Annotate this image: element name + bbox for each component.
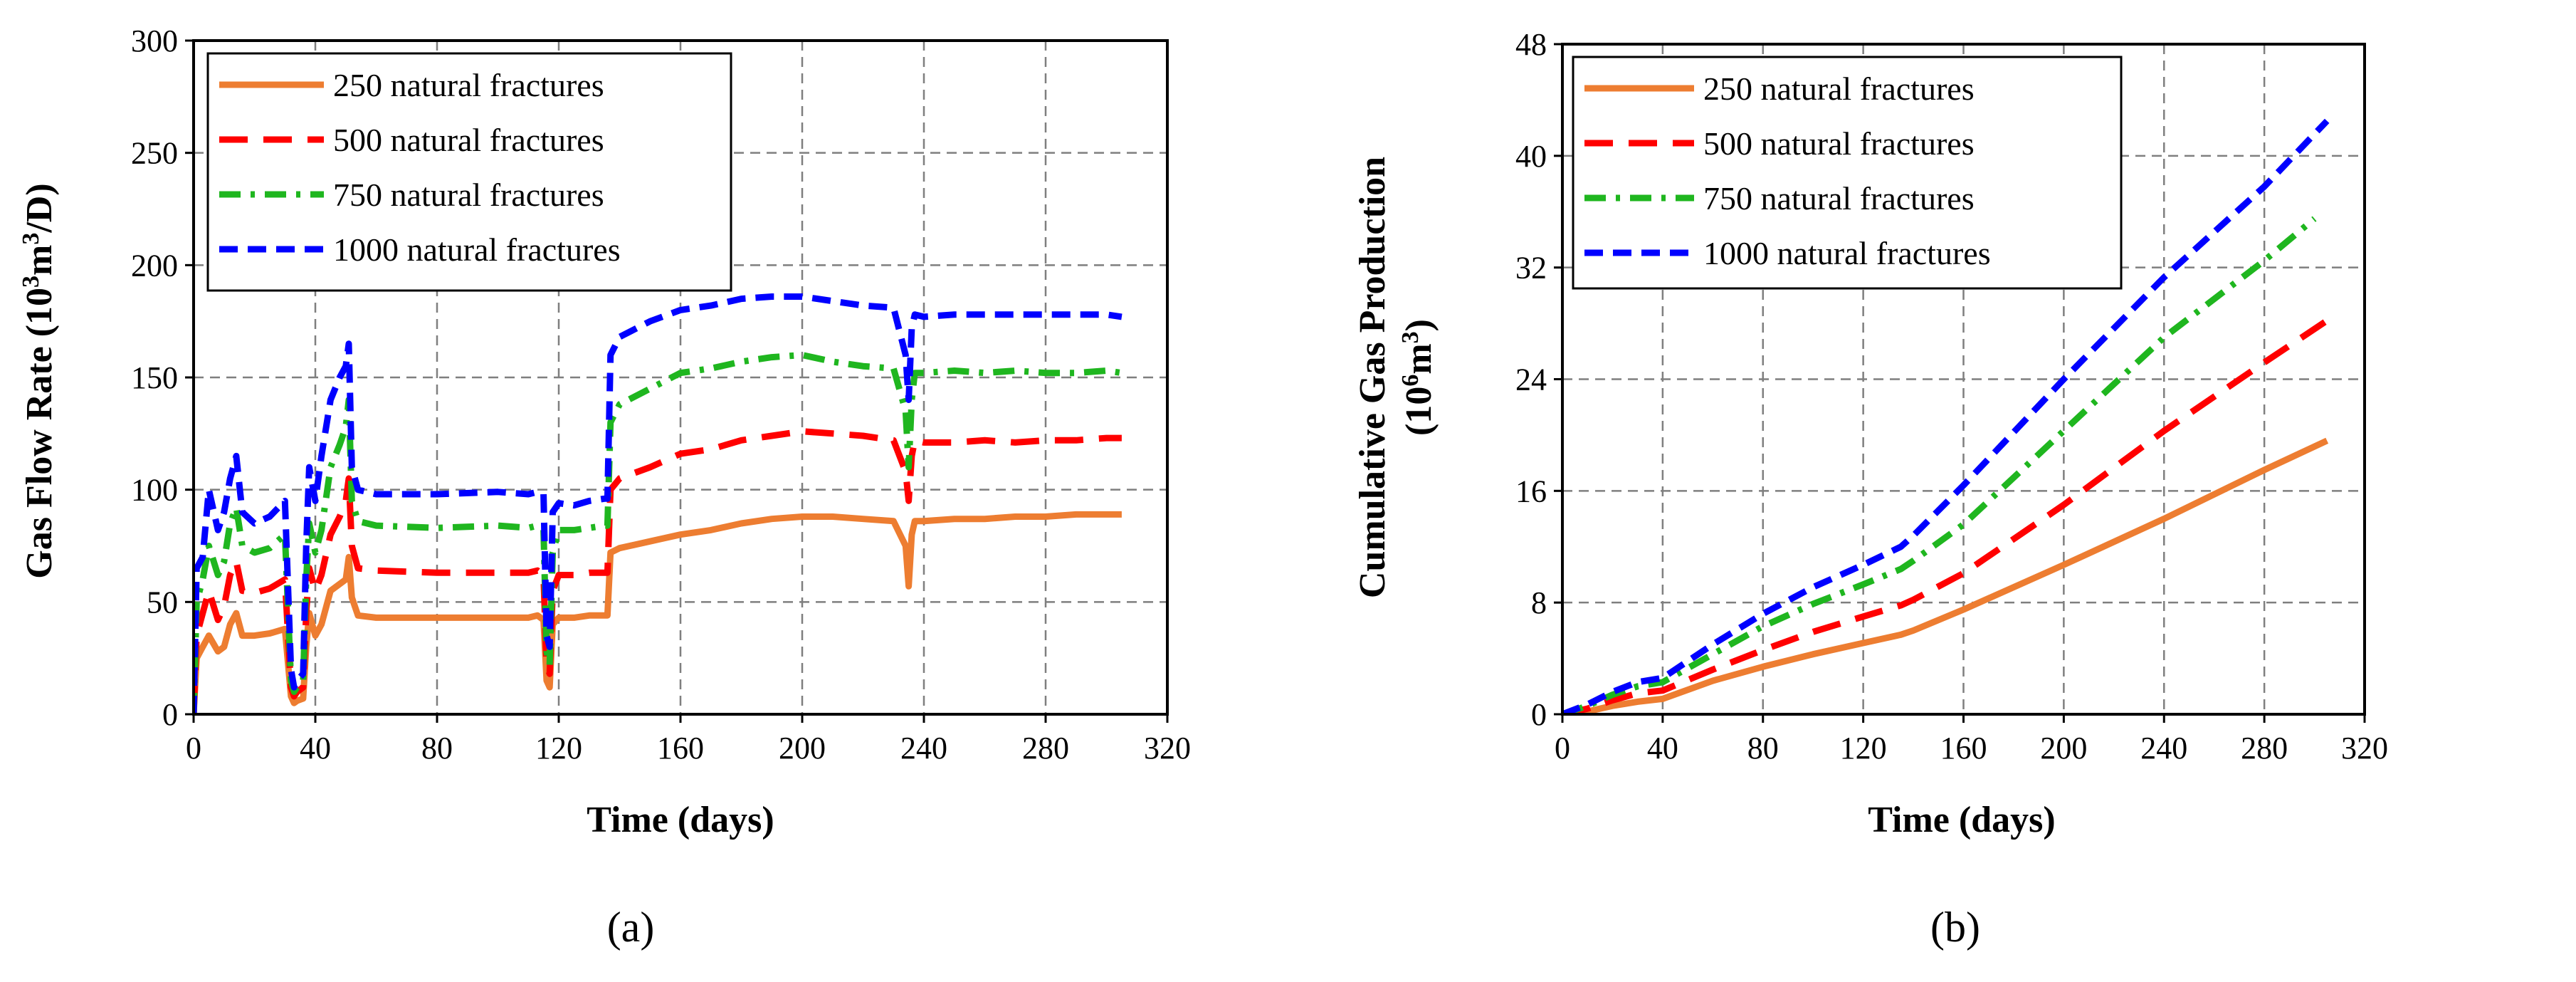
x-tick-label-a: 80 [421, 731, 453, 766]
y-tick-label-b: 0 [1531, 697, 1547, 732]
legend-label-a-3: 750 natural fractures [333, 177, 604, 213]
legend-label-a-1: 250 natural fractures [333, 67, 604, 103]
legend-label-b-3: 750 natural fractures [1703, 180, 1975, 216]
x-tick-label-a: 200 [779, 731, 826, 766]
x-tick-label-a: 0 [186, 731, 201, 766]
legend-a: 250 natural fractures 500 natural fractur… [206, 52, 732, 292]
x-tick-label-b: 0 [1555, 731, 1570, 766]
x-tick-label-b: 160 [1940, 731, 1987, 766]
y-axis-title-a: Gas Flow Rate (103m3/D) [18, 183, 60, 578]
series-line-b-4 [1562, 118, 2330, 714]
y-tick-label-a: 100 [131, 473, 178, 508]
y-tick-label-a: 300 [131, 23, 178, 58]
chart-panel-a: 0 40 80 120 160 200 240 280 320 0 50 100 150 200 250 3… [18, 23, 1191, 951]
legend-box-a [206, 52, 732, 292]
legend-label-a-2: 500 natural fractures [333, 122, 604, 158]
series-group-a [194, 293, 1123, 714]
x-ticks-b: 0 40 80 120 160 200 240 280 320 [1555, 714, 2388, 766]
series-line-a-2 [194, 428, 1122, 714]
x-axis-title-b: Time (days) [1868, 800, 2055, 840]
x-tick-label-b: 40 [1647, 731, 1678, 766]
y-tick-label-b: 48 [1515, 27, 1547, 62]
legend-label-b-4: 1000 natural fractures [1703, 235, 1991, 271]
x-ticks-a: 0 40 80 120 160 200 240 280 320 [186, 714, 1191, 766]
x-tick-label-b: 80 [1747, 731, 1779, 766]
y-ticks-b: 0 8 16 24 32 40 48 [1515, 27, 1562, 732]
panel-label-a: (a) [607, 904, 655, 951]
x-axis-title-a: Time (days) [587, 800, 774, 840]
series-group-b [1562, 118, 2330, 714]
series-line-a-1 [194, 511, 1122, 714]
x-tick-label-a: 120 [535, 731, 582, 766]
chart-panel-b: 0 40 80 120 160 200 240 280 320 0 8 16 24 32 40 48 Tim… [1352, 27, 2388, 951]
y-tick-label-a: 150 [131, 360, 178, 395]
y-tick-label-b: 40 [1515, 139, 1547, 174]
x-tick-label-b: 320 [2341, 731, 2388, 766]
legend-box-b [1572, 56, 2123, 290]
y-tick-label-a: 50 [147, 585, 178, 620]
series-line-b-3 [1562, 216, 2317, 714]
x-tick-label-a: 240 [900, 731, 947, 766]
x-tick-label-b: 120 [1840, 731, 1887, 766]
x-tick-label-a: 280 [1022, 731, 1069, 766]
y-ticks-a: 0 50 100 150 200 250 300 [131, 23, 194, 732]
y-tick-label-b: 32 [1515, 251, 1547, 286]
y-axis-title-b-line2: (106m3) [1397, 319, 1439, 436]
legend-label-a-4: 1000 natural fractures [333, 231, 621, 268]
y-tick-label-b: 16 [1515, 474, 1547, 508]
x-tick-label-b: 240 [2140, 731, 2187, 766]
legend-label-b-1: 250 natural fractures [1703, 70, 1975, 107]
y-tick-label-a: 250 [131, 136, 178, 171]
series-line-b-2 [1562, 318, 2329, 714]
y-tick-label-b: 24 [1515, 362, 1547, 397]
y-tick-label-b: 8 [1531, 585, 1547, 620]
series-line-a-4 [194, 293, 1123, 714]
panel-label-b: (b) [1930, 904, 1980, 951]
legend-b: 250 natural fractures 500 natural fractur… [1572, 56, 2123, 290]
x-tick-label-a: 40 [300, 731, 331, 766]
legend-label-b-2: 500 natural fractures [1703, 125, 1975, 162]
x-tick-label-b: 200 [2040, 731, 2087, 766]
y-axis-title-b-line1: Cumulative Gas Production [1352, 157, 1393, 598]
x-tick-label-a: 320 [1144, 731, 1191, 766]
y-tick-label-a: 200 [131, 248, 178, 283]
x-tick-label-b: 280 [2241, 731, 2288, 766]
y-tick-label-a: 0 [162, 697, 178, 732]
series-line-b-1 [1562, 437, 2329, 714]
x-tick-label-a: 160 [657, 731, 704, 766]
grid-a [194, 41, 1167, 714]
